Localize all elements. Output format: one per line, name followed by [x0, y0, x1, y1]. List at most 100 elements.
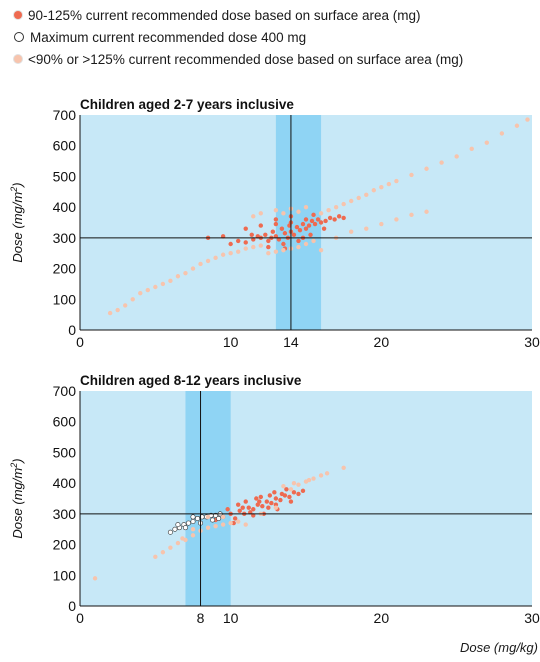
data-point [145, 287, 150, 293]
data-point [236, 249, 241, 254]
data-point [386, 181, 392, 187]
y-tick-label: 500 [53, 168, 77, 184]
data-point [258, 223, 263, 228]
data-point [284, 487, 289, 492]
data-point [115, 307, 120, 313]
data-point [195, 515, 201, 521]
data-point [296, 491, 301, 497]
data-point [270, 229, 276, 234]
data-point [228, 241, 233, 247]
data-point [279, 491, 285, 497]
data-point [424, 166, 429, 171]
y-tick-label: 100 [53, 567, 77, 583]
data-point [318, 220, 324, 225]
data-point [182, 525, 188, 531]
data-point [318, 211, 324, 216]
data-point [220, 522, 226, 527]
data-point [371, 188, 376, 193]
data-point [306, 223, 312, 228]
data-point [273, 221, 279, 227]
x-tick-label: 14 [283, 334, 299, 350]
data-point [168, 278, 173, 284]
data-point [424, 209, 429, 214]
data-point [333, 204, 339, 210]
data-point [281, 484, 286, 489]
data-point [288, 487, 294, 492]
data-point [231, 520, 236, 526]
data-point [303, 226, 309, 231]
data-point [273, 249, 279, 254]
data-point [514, 123, 520, 128]
data-point [266, 505, 271, 510]
data-point [303, 204, 309, 210]
data-point [243, 499, 248, 504]
y-tick-label: 400 [53, 199, 77, 215]
data-point [281, 241, 286, 247]
data-point [321, 226, 327, 231]
out-of-range-dot-icon [14, 55, 22, 63]
chart-title: Children aged 8-12 years inclusive [80, 373, 302, 388]
data-point [278, 497, 283, 503]
data-point [266, 251, 271, 256]
data-point [324, 471, 330, 476]
highlight-band [185, 391, 231, 606]
data-point [260, 503, 265, 509]
data-point [364, 192, 369, 198]
data-point [287, 494, 292, 500]
data-point [153, 554, 158, 560]
data-point [160, 550, 166, 555]
x-tick-label: 8 [197, 610, 205, 626]
max-dose-dot-icon [14, 32, 24, 42]
y-tick-label: 600 [53, 414, 77, 430]
data-point [205, 258, 211, 264]
data-point [296, 244, 301, 250]
data-point [525, 117, 530, 122]
data-point [309, 218, 315, 224]
legend-item-out-of-range: <90% or >125% current recommended dose b… [14, 48, 540, 70]
data-point [251, 244, 256, 250]
data-point [190, 533, 196, 538]
in-range-dot-icon [14, 11, 22, 19]
data-point [258, 494, 263, 500]
data-point [243, 240, 248, 245]
data-point [349, 229, 354, 234]
data-point [469, 146, 474, 151]
data-point [210, 517, 216, 523]
data-point [484, 140, 489, 145]
y-tick-label: 600 [53, 138, 77, 154]
data-point [312, 221, 318, 227]
data-point [297, 227, 303, 233]
data-point [281, 211, 286, 216]
data-point [240, 505, 245, 510]
data-point [318, 473, 324, 478]
data-point [107, 310, 113, 316]
data-point [123, 303, 128, 308]
data-point [258, 243, 263, 248]
y-tick-label: 200 [53, 537, 77, 553]
y-axis-label: Dose (mg/m2) [9, 182, 25, 262]
y-tick-label: 500 [53, 444, 77, 460]
data-point [306, 477, 312, 483]
chart-title: Children aged 2-7 years inclusive [80, 97, 294, 112]
data-point [349, 198, 354, 204]
data-point [220, 252, 226, 257]
data-point [356, 195, 361, 201]
legend-label: 90-125% current recommended dose based o… [28, 7, 421, 23]
data-point [279, 226, 285, 231]
data-point [296, 209, 301, 214]
data-point [138, 290, 143, 296]
y-tick-label: 300 [53, 506, 77, 522]
data-point [300, 488, 306, 494]
data-point [439, 160, 444, 165]
plot-area [80, 391, 532, 606]
data-point [190, 266, 196, 271]
x-tick-label: 30 [524, 610, 540, 626]
data-point [92, 576, 98, 581]
data-point [198, 261, 203, 267]
y-tick-label: 100 [53, 291, 77, 307]
data-point [336, 214, 342, 219]
data-point [153, 284, 158, 290]
x-tick-label: 0 [76, 334, 84, 350]
data-point [288, 499, 294, 504]
data-point [291, 232, 297, 237]
